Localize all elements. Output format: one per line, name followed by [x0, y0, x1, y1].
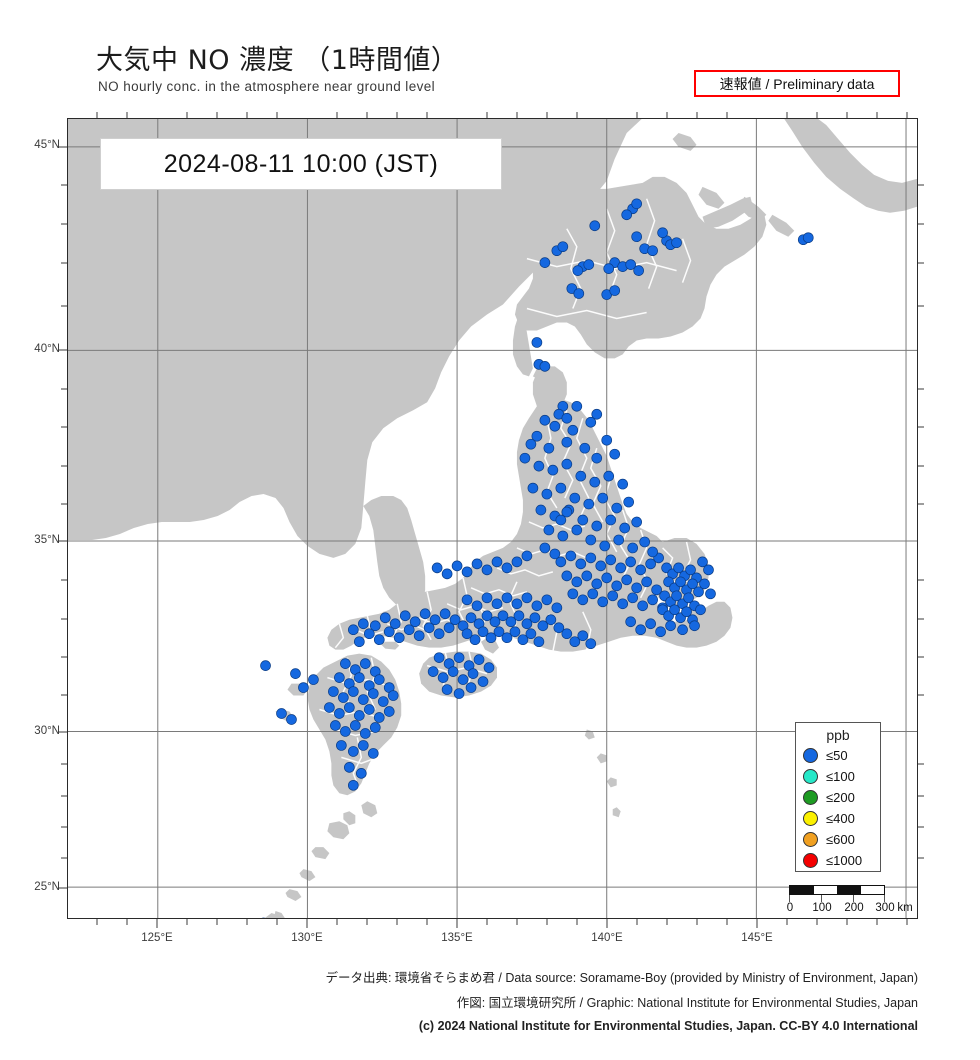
footer-graphic-credit: 作図: 国立環境研究所 / Graphic: National Institut…	[456, 996, 918, 1010]
legend-item-2[interactable]: ≤200	[796, 787, 880, 808]
footer-copyright: (c) 2024 National Institute for Environm…	[418, 1019, 918, 1033]
legend-item-3[interactable]: ≤400	[796, 808, 880, 829]
scale-seg-2	[837, 886, 861, 894]
scale-bar-segments	[789, 885, 885, 895]
legend-item-label: ≤1000	[826, 853, 863, 868]
preliminary-data-label: 速報値 / Preliminary data	[719, 75, 875, 92]
lat-tick-30n: 30°N	[34, 725, 60, 737]
scale-unit-label: km	[897, 902, 913, 914]
legend-title: ppb	[826, 727, 850, 743]
station-markers	[260, 198, 814, 918]
legend-color-swatch-icon	[803, 811, 818, 826]
legend-item-1[interactable]: ≤100	[796, 766, 880, 787]
lat-tick-45n: 45°N	[34, 139, 60, 151]
legend-item-5[interactable]: ≤1000	[796, 850, 880, 871]
scale-bar-labels: 0 100 200 300 km	[781, 902, 913, 917]
legend-item-label: ≤600	[826, 832, 855, 847]
lon-tick-125e: 125°E	[141, 932, 173, 944]
lon-tick-140e: 140°E	[591, 932, 623, 944]
scale-bar: 0 100 200 300 km	[781, 885, 913, 917]
timestamp-plate: 2024-08-11 10:00 (JST)	[100, 138, 502, 190]
scale-seg-3	[860, 886, 884, 894]
legend-color-swatch-icon	[803, 748, 818, 763]
lon-tick-145e: 145°E	[741, 932, 773, 944]
lat-tick-40n: 40°N	[34, 343, 60, 355]
map-canvas[interactable]	[67, 118, 918, 919]
legend-item-0[interactable]: ≤50	[796, 745, 880, 766]
scale-tick-label: 200	[844, 902, 864, 914]
legend-item-label: ≤50	[826, 748, 848, 763]
legend-item-label: ≤100	[826, 769, 855, 784]
lat-tick-35n: 35°N	[34, 534, 60, 546]
lon-tick-135e: 135°E	[441, 932, 473, 944]
graticule	[68, 119, 917, 918]
timestamp-label: 2024-08-11 10:00 (JST)	[163, 149, 439, 178]
legend-color-swatch-icon	[803, 832, 818, 847]
lon-tick-130e: 130°E	[291, 932, 323, 944]
legend-color-swatch-icon	[803, 769, 818, 784]
map-graphics	[68, 119, 917, 918]
page-title: 大気中 NO 濃度 （1時間値）	[96, 45, 459, 76]
legend-item-label: ≤400	[826, 811, 855, 826]
legend-panel: ppb ≤50 ≤100 ≤200 ≤400 ≤600 ≤1000	[795, 722, 881, 872]
preliminary-data-badge: 速報値 / Preliminary data	[694, 70, 900, 97]
scale-tick-label: 300	[875, 902, 895, 914]
lat-tick-25n: 25°N	[34, 881, 60, 893]
legend-item-4[interactable]: ≤600	[796, 829, 880, 850]
scale-seg-1	[813, 886, 837, 894]
legend-item-label: ≤200	[826, 790, 855, 805]
legend-color-swatch-icon	[803, 853, 818, 868]
scale-bar-ticks	[789, 895, 885, 902]
scale-tick-label: 100	[812, 902, 832, 914]
page-subtitle: NO hourly conc. in the atmosphere near g…	[98, 79, 436, 94]
scale-seg-0	[790, 886, 814, 894]
scale-tick-label: 0	[786, 902, 794, 914]
footer-data-source: データ出典: 環境省そらまめ君 / Data source: Soramame-…	[325, 971, 918, 985]
legend-color-swatch-icon	[803, 790, 818, 805]
